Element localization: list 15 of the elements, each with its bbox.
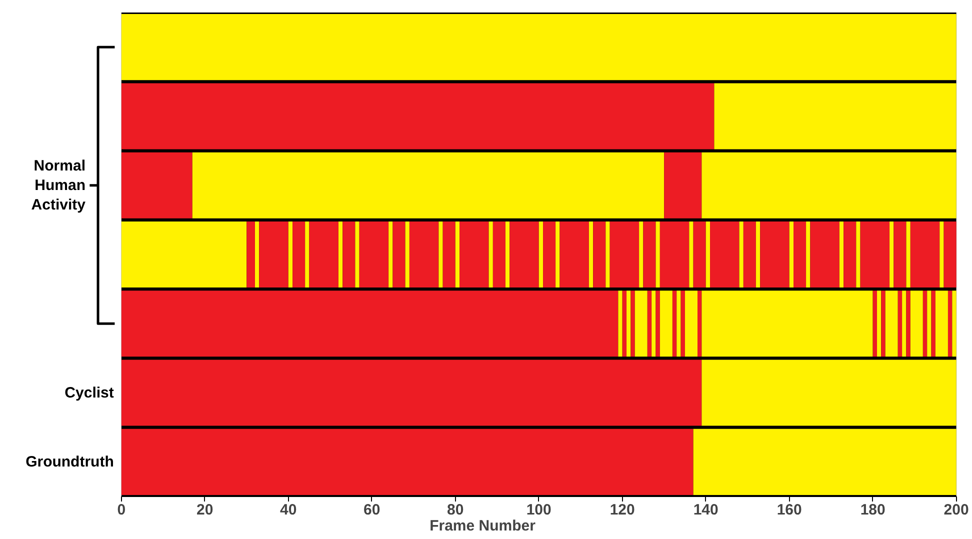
y-tick-label: Cyclist — [64, 384, 114, 402]
y-tick-label: Groundtruth — [26, 453, 114, 470]
x-tick-label: 200 — [944, 502, 969, 518]
x-tick-label: 80 — [447, 502, 464, 518]
x-tick-label: 180 — [860, 502, 886, 518]
text: Normal Human Activity — [31, 157, 86, 214]
x-tick-label: 20 — [196, 502, 214, 518]
x-tick-label: 120 — [610, 502, 635, 518]
x-axis-title: Frame Number — [430, 518, 536, 534]
x-tick-label: 40 — [280, 502, 297, 518]
x-tick-label: 60 — [364, 502, 380, 518]
x-tick-label: 100 — [526, 502, 552, 518]
x-tick-label: 0 — [117, 502, 126, 518]
x-tick-label: 160 — [776, 502, 802, 518]
x-tick-label: 140 — [693, 502, 718, 518]
